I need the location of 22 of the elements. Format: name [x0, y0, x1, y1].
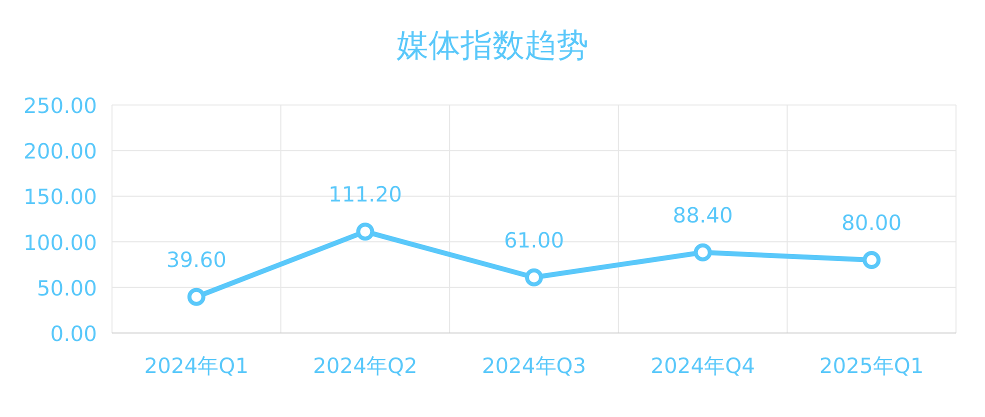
y-tick-label: 0.00 [50, 322, 97, 346]
point [694, 243, 712, 262]
point [187, 288, 206, 306]
point [525, 268, 543, 286]
data-label: 80.00 [842, 211, 902, 236]
x-tick-label: 2024年Q2 [313, 354, 418, 378]
data-label: 39.60 [166, 248, 226, 272]
y-tick-label: 100.00 [24, 230, 97, 255]
y-tick-label: 150.00 [24, 185, 97, 210]
data-label: 61.00 [504, 228, 564, 252]
point [356, 222, 374, 241]
x-tick-label: 2025年Q1 [819, 354, 924, 378]
data-label: 111.20 [328, 182, 402, 207]
x-tick-label: 2024年Q1 [144, 354, 249, 378]
x-tick-label: 2024年Q3 [482, 354, 586, 378]
y-tick-label: 50.00 [36, 276, 97, 300]
data-label: 88.40 [672, 203, 733, 228]
y-tick-label: 250.00 [24, 94, 97, 118]
point [862, 251, 881, 270]
x-tick-label: 2024年Q4 [650, 354, 755, 378]
y-tick-label: 200.00 [24, 140, 97, 164]
chart-title: 媒体指数趋势 [396, 26, 588, 64]
